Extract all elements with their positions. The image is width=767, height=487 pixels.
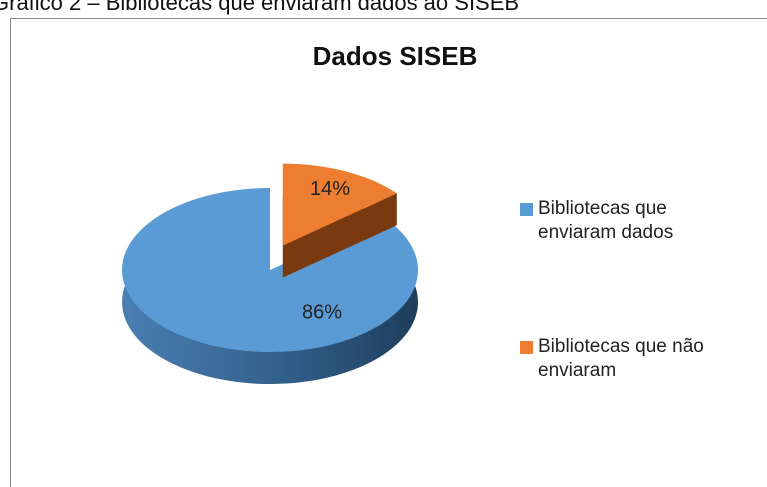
slice xyxy=(121,188,418,352)
data-label: 14% xyxy=(310,178,350,200)
legend-item: Bibliotecas que enviaram dados xyxy=(520,197,730,245)
data-label: 86% xyxy=(302,301,342,323)
pie: 86% 14% xyxy=(121,163,418,384)
legend-item: Bibliotecas que não enviaram xyxy=(520,335,730,383)
legend-swatch xyxy=(520,341,533,354)
caption: Gráfico 2 – Bibliotecas que enviaram dad… xyxy=(0,0,519,15)
legend-label: Bibliotecas que não enviaram xyxy=(538,336,704,381)
slice xyxy=(282,163,397,246)
chart-title: Dados SISEB xyxy=(313,41,478,71)
slice-side xyxy=(282,163,397,278)
legend-label: Bibliotecas que enviaram dados xyxy=(538,198,674,243)
legend-swatch xyxy=(520,203,533,216)
chart-frame xyxy=(10,18,767,487)
